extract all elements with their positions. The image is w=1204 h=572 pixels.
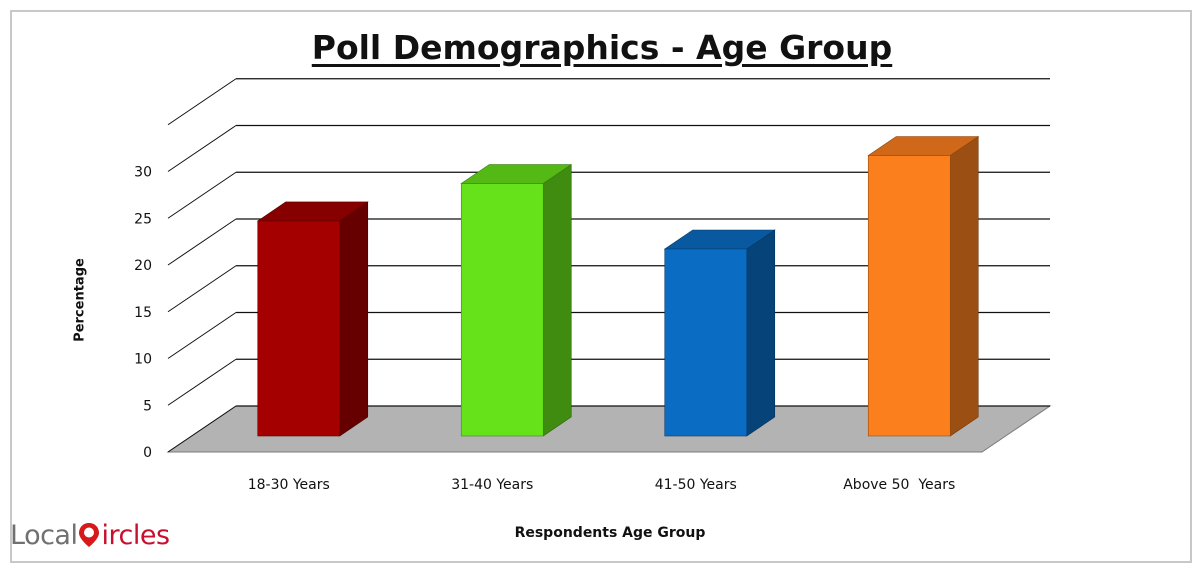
bar-front xyxy=(257,220,341,437)
gridline-diagonal xyxy=(167,405,237,453)
bar-side xyxy=(542,163,572,437)
x-category-label: Above 50 Years xyxy=(843,477,955,493)
location-pin-icon xyxy=(79,523,100,547)
gridline-diagonal xyxy=(167,265,237,313)
chart-frame xyxy=(10,10,1192,563)
gridline-diagonal xyxy=(167,125,237,172)
bar-1 xyxy=(256,201,369,437)
bar-front xyxy=(664,248,748,437)
localcircles-logo: Local ircles xyxy=(10,520,170,551)
bar-side xyxy=(746,229,776,437)
y-tick-label: 15 xyxy=(134,305,152,321)
x-axis-title: Respondents Age Group xyxy=(514,525,706,541)
gridline-diagonal xyxy=(167,358,237,406)
gridline-diagonal xyxy=(167,218,237,266)
bar-side xyxy=(949,135,979,437)
y-tick-label: 10 xyxy=(134,352,152,368)
gridline-diagonal xyxy=(167,171,237,219)
y-tick-label: 5 xyxy=(143,398,152,414)
y-tick-label: 30 xyxy=(134,165,152,181)
y-axis-title: Percentage xyxy=(72,258,88,342)
bar-4 xyxy=(867,135,980,437)
gridline-diagonal xyxy=(167,312,237,359)
bar-2 xyxy=(460,163,573,437)
y-tick-label: 20 xyxy=(134,258,152,274)
bar-3 xyxy=(663,229,776,437)
bar-side xyxy=(339,201,369,437)
bar-front xyxy=(460,183,544,437)
y-tick-label: 25 xyxy=(134,211,152,227)
gridline-diagonal xyxy=(167,78,237,126)
chart-title: Poll Demographics - Age Group xyxy=(311,28,893,67)
x-category-label: 41-50 Years xyxy=(655,477,737,493)
x-category-label: 18-30 Years xyxy=(248,477,330,493)
logo-text-circles: ircles xyxy=(101,520,170,551)
x-category-label: 31-40 Years xyxy=(451,477,533,493)
y-tick-label: 0 xyxy=(143,445,152,461)
logo-text-local: Local xyxy=(10,520,78,551)
bar-front xyxy=(867,155,951,437)
